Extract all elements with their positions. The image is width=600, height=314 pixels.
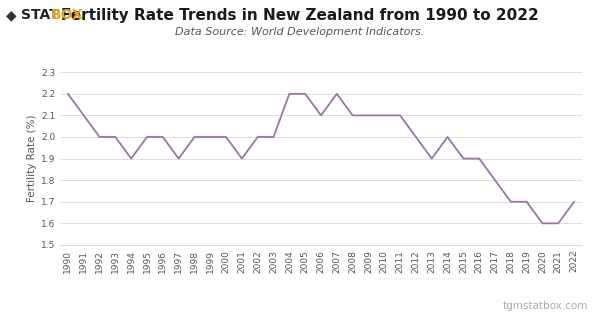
Text: Fertility Rate Trends in New Zealand from 1990 to 2022: Fertility Rate Trends in New Zealand fro… xyxy=(61,8,539,23)
Text: tgmstatbox.com: tgmstatbox.com xyxy=(503,301,588,311)
Text: STAT: STAT xyxy=(21,8,59,22)
Text: ◆: ◆ xyxy=(6,8,17,22)
Text: Data Source: World Development Indicators.: Data Source: World Development Indicator… xyxy=(175,27,425,37)
Text: BOX: BOX xyxy=(51,8,84,22)
Y-axis label: Fertility Rate (%): Fertility Rate (%) xyxy=(26,115,37,202)
